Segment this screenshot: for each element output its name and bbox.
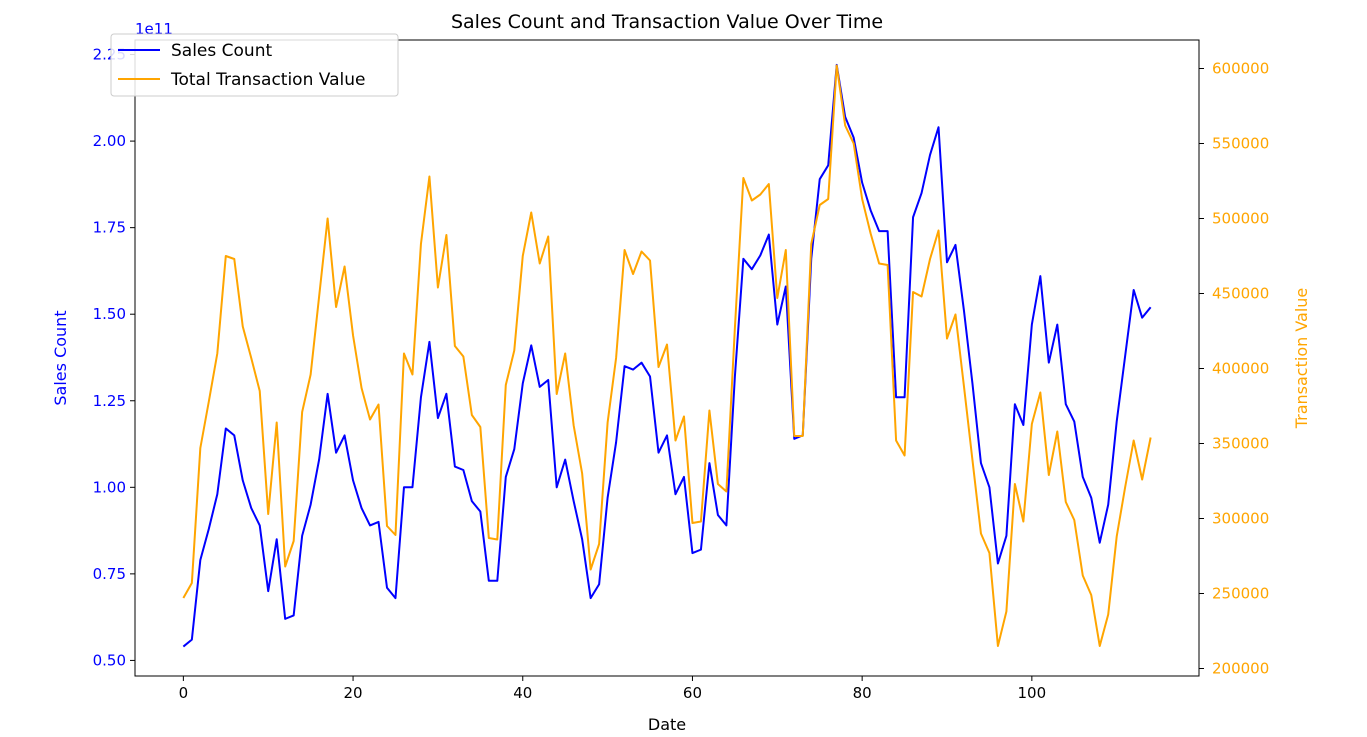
y-left-tick-label: 1.50 [93,305,126,323]
x-tick-label: 100 [1018,684,1047,702]
legend-box [110,33,399,97]
x-axis-ticks: 0 20 40 60 80 100 [179,676,1047,702]
y-left-tick-label: 2.00 [93,132,126,150]
x-tick-label: 60 [683,684,702,702]
right-axis-ticks: 200000 250000 300000 350000 400000 450000 5000… [1199,60,1269,678]
y-left-tick-label: 0.50 [93,651,126,669]
x-axis-label: Date [648,715,686,734]
series-layer [182,63,1152,648]
y-right-tick-label: 300000 [1212,510,1269,528]
y-left-tick-label: 1.75 [93,219,126,237]
legend-label-transaction-value: Total Transaction Value [170,70,365,90]
x-tick-label: 0 [179,684,189,702]
legend-label-sales-count: Sales Count [171,41,272,61]
y-right-tick-label: 350000 [1212,435,1269,453]
plot-frame [134,39,1200,677]
x-tick-label: 80 [853,684,872,702]
y-left-tick-label: 1.00 [93,478,126,496]
series-line-sales-count [182,63,1152,648]
left-axis-ticks: 0.500.751.001.251.501.752.002.25 [93,46,135,669]
y-right-tick-label: 250000 [1212,585,1269,603]
y-right-tick-label: 600000 [1212,60,1269,78]
x-tick-label: 40 [513,684,532,702]
y-left-tick-label: 1.25 [93,392,126,410]
chart-title: Sales Count and Transaction Value Over T… [451,11,883,33]
y-left-tick-label: 0.75 [93,565,126,583]
plot-area [135,40,1199,676]
legend: Sales Count Total Transaction Value [110,33,399,97]
y-axis-left-label: Sales Count [51,310,70,405]
y-right-tick-label: 400000 [1212,360,1269,378]
y-right-tick-label: 550000 [1212,135,1269,153]
y-axis-right-label: Transaction Value [1292,288,1311,430]
y-right-tick-label: 200000 [1212,660,1269,678]
x-tick-label: 20 [344,684,363,702]
y-right-tick-label: 500000 [1212,210,1269,228]
series-line-transaction-value [182,64,1152,647]
y-right-tick-label: 450000 [1212,285,1269,303]
